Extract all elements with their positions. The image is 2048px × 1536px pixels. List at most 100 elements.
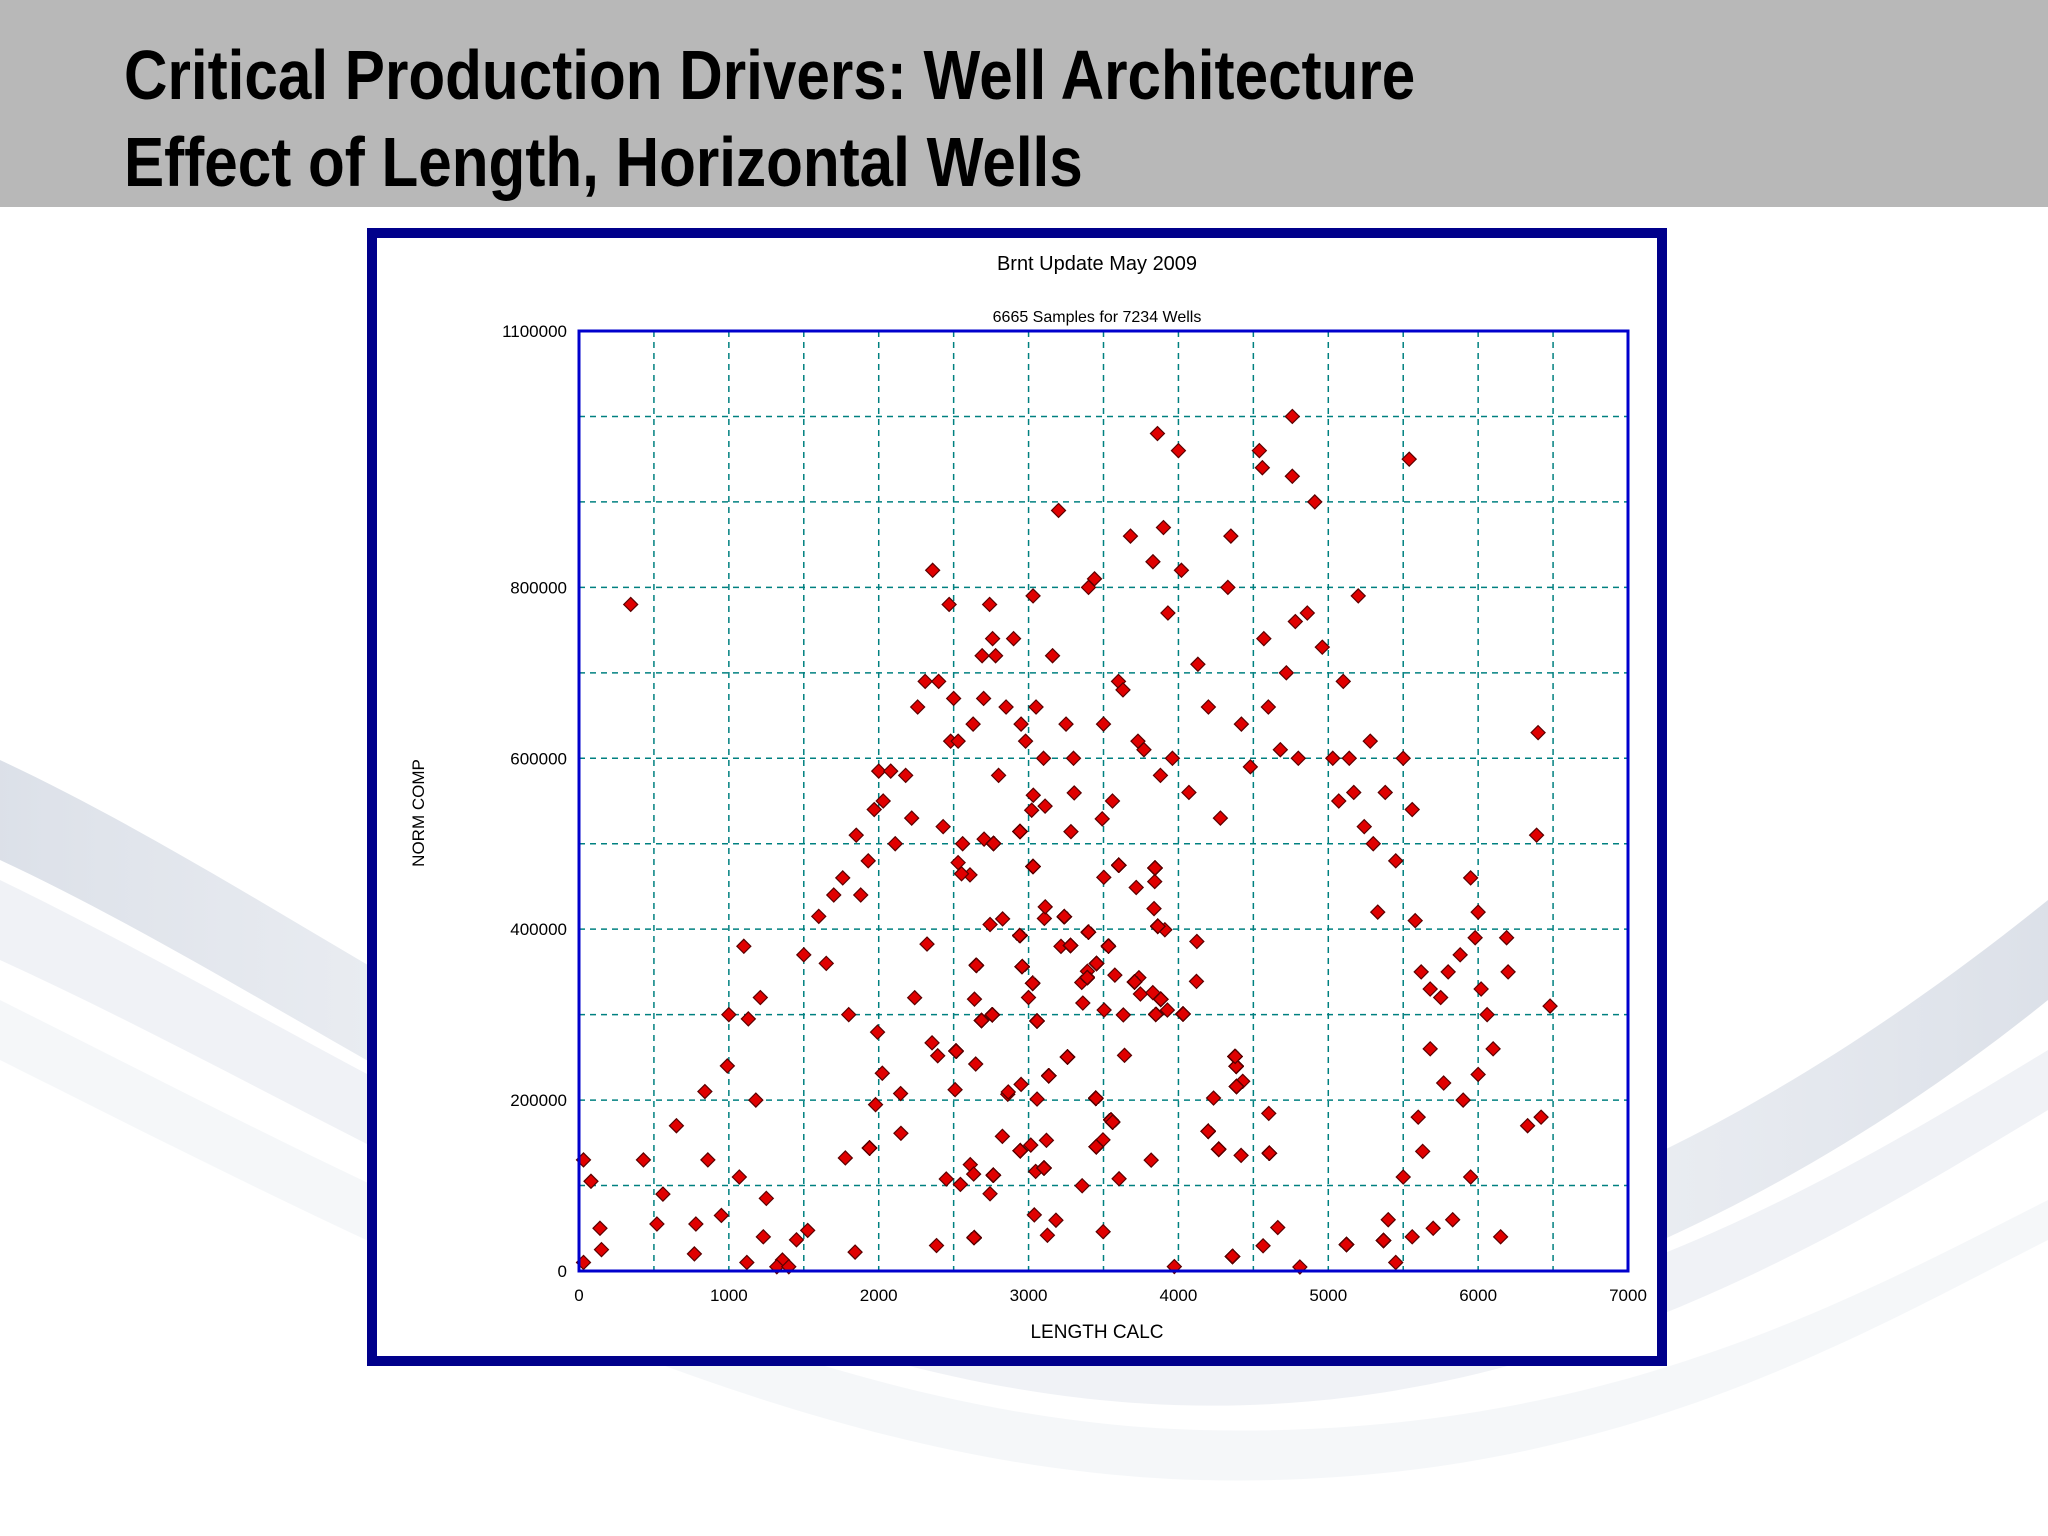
chart-title: Brnt Update May 2009 xyxy=(997,253,1197,275)
data-point xyxy=(1115,1007,1132,1023)
data-point xyxy=(1048,1212,1064,1229)
data-point xyxy=(982,1185,998,1202)
data-point xyxy=(1362,733,1379,750)
x-tick-label: 0 xyxy=(574,1286,583,1305)
data-point xyxy=(1066,785,1083,801)
data-point xyxy=(735,938,752,955)
data-point xyxy=(1116,1047,1133,1064)
data-point xyxy=(1188,973,1205,990)
data-point xyxy=(966,1229,982,1246)
data-point xyxy=(1435,1075,1452,1091)
data-point xyxy=(731,1169,748,1185)
data-point xyxy=(867,1096,884,1113)
data-point xyxy=(866,801,883,818)
data-point xyxy=(1011,927,1028,944)
data-point xyxy=(1040,1068,1057,1084)
y-tick-label: 600000 xyxy=(510,749,567,768)
data-point xyxy=(1115,682,1131,698)
data-point xyxy=(1404,1228,1421,1245)
data-point xyxy=(1272,741,1289,758)
data-point xyxy=(1005,630,1022,647)
plot-border xyxy=(577,329,1630,1273)
data-point xyxy=(852,887,869,903)
data-point xyxy=(1335,673,1352,690)
x-tick-label: 6000 xyxy=(1459,1286,1497,1305)
data-point xyxy=(861,1140,878,1156)
data-point xyxy=(1095,716,1112,732)
data-point xyxy=(740,1011,757,1027)
data-point xyxy=(1452,946,1469,963)
data-point xyxy=(1223,528,1239,544)
data-point xyxy=(1444,1211,1461,1228)
y-tick-label: 800000 xyxy=(510,578,567,597)
data-point xyxy=(1035,750,1052,767)
data-point xyxy=(892,1085,909,1102)
data-point xyxy=(1290,750,1307,767)
data-point xyxy=(909,699,926,715)
data-point xyxy=(635,1152,652,1168)
data-point xyxy=(668,1117,685,1134)
data-point xyxy=(941,596,957,613)
data-point xyxy=(837,1150,854,1166)
data-point xyxy=(998,699,1014,715)
data-point xyxy=(1025,787,1042,804)
data-point xyxy=(1164,750,1181,767)
data-point xyxy=(1375,1232,1392,1249)
data-point xyxy=(697,1083,713,1100)
data-point xyxy=(1173,562,1190,579)
data-point xyxy=(1104,1114,1121,1130)
data-point xyxy=(1012,823,1028,840)
data-point xyxy=(1473,981,1489,997)
data-point xyxy=(1152,767,1169,784)
data-point xyxy=(1080,924,1097,941)
data-point xyxy=(1233,1147,1249,1164)
data-point xyxy=(984,1006,1001,1023)
data-point xyxy=(593,1241,610,1258)
data-point xyxy=(1150,918,1166,935)
data-point xyxy=(758,1190,775,1207)
data-point xyxy=(906,989,923,1006)
data-point xyxy=(968,957,985,974)
data-point xyxy=(919,936,935,952)
data-point xyxy=(1037,798,1053,814)
data-point xyxy=(982,916,998,933)
data-point xyxy=(1260,699,1277,715)
x-tick-label: 7000 xyxy=(1609,1286,1647,1305)
y-tick-label: 400000 xyxy=(510,920,567,939)
data-point xyxy=(1104,793,1121,809)
data-point xyxy=(887,835,904,852)
data-point xyxy=(1330,793,1347,809)
data-point xyxy=(1170,442,1187,459)
data-point xyxy=(1029,1013,1045,1029)
data-point xyxy=(1205,1090,1222,1106)
data-point xyxy=(1485,1040,1501,1057)
data-point xyxy=(1395,1169,1412,1185)
data-point xyxy=(974,647,990,664)
data-point xyxy=(1111,1170,1127,1187)
data-point xyxy=(1155,519,1172,536)
data-point xyxy=(1038,1132,1055,1149)
data-point xyxy=(987,647,1004,664)
data-point xyxy=(1233,716,1250,732)
data-point xyxy=(1058,716,1074,732)
x-tick-label: 1000 xyxy=(710,1286,748,1305)
data-point xyxy=(1251,442,1268,459)
data-point xyxy=(738,1254,755,1271)
data-point xyxy=(967,1056,984,1072)
data-point xyxy=(1026,1207,1043,1223)
data-point xyxy=(945,690,962,707)
data-point xyxy=(1287,613,1304,630)
grid-lines xyxy=(579,331,1628,1271)
data-point xyxy=(1500,964,1516,980)
data-point xyxy=(981,596,998,613)
data-point xyxy=(1088,955,1105,972)
data-point xyxy=(1086,570,1103,587)
data-point xyxy=(966,991,983,1008)
data-point xyxy=(592,1220,608,1237)
data-point xyxy=(1455,1092,1472,1108)
data-point xyxy=(1136,741,1152,758)
data-point xyxy=(655,1186,671,1202)
chart-subtitle: 6665 Samples for 7234 Wells xyxy=(993,309,1202,326)
data-point xyxy=(1145,553,1161,570)
data-point xyxy=(1542,998,1558,1014)
